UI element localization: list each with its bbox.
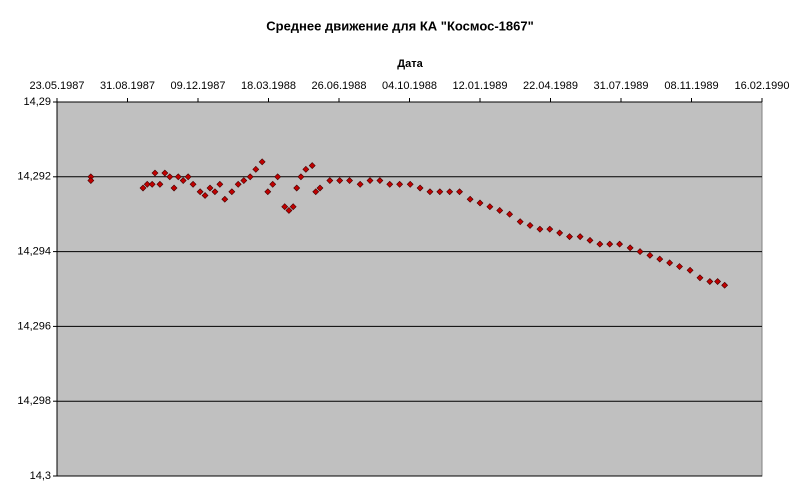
y-tick-label: 14,29 bbox=[23, 96, 51, 108]
data-point bbox=[676, 263, 683, 270]
data-point bbox=[274, 173, 282, 181]
data-point bbox=[216, 180, 224, 188]
x-tick-label: 31.08.1987 bbox=[100, 80, 155, 92]
data-point bbox=[386, 180, 394, 188]
data-point bbox=[289, 203, 297, 211]
y-tick-label: 14,298 bbox=[17, 395, 51, 407]
data-point bbox=[406, 180, 414, 188]
y-tick-label: 14,292 bbox=[17, 171, 51, 183]
data-point bbox=[156, 180, 164, 188]
x-tick-label: 04.10.1988 bbox=[382, 80, 437, 92]
data-point bbox=[476, 199, 484, 207]
data-point bbox=[189, 180, 197, 188]
data-point bbox=[206, 184, 214, 192]
data-point bbox=[269, 180, 277, 188]
data-point bbox=[252, 165, 260, 173]
data-point bbox=[166, 173, 174, 181]
data-point bbox=[211, 188, 219, 196]
data-point bbox=[566, 233, 573, 241]
data-point bbox=[258, 158, 266, 166]
x-tick-label: 23.05.1987 bbox=[29, 80, 84, 92]
data-point bbox=[366, 177, 374, 184]
data-point bbox=[240, 177, 248, 184]
data-point bbox=[436, 188, 444, 196]
data-point bbox=[161, 169, 169, 177]
data-point bbox=[646, 251, 654, 259]
data-point bbox=[87, 177, 95, 184]
data-point bbox=[546, 225, 554, 233]
data-point bbox=[636, 248, 644, 256]
x-tick-label: 16.02.1990 bbox=[734, 80, 789, 92]
data-point bbox=[446, 188, 454, 196]
data-point bbox=[586, 236, 594, 244]
data-point bbox=[139, 184, 147, 192]
data-point bbox=[666, 259, 674, 267]
data-point bbox=[416, 184, 424, 192]
data-point bbox=[576, 233, 584, 241]
data-point bbox=[285, 207, 293, 214]
data-point bbox=[326, 177, 334, 184]
data-point bbox=[516, 218, 524, 226]
data-point bbox=[506, 210, 514, 218]
y-tick-label: 14,3 bbox=[30, 470, 51, 482]
x-tick-label: 26.06.1988 bbox=[311, 80, 366, 92]
data-point bbox=[297, 173, 305, 181]
data-point bbox=[302, 165, 310, 173]
data-point bbox=[486, 203, 494, 211]
x-axis-label: Дата bbox=[397, 58, 423, 70]
data-point bbox=[151, 169, 159, 177]
data-point bbox=[281, 203, 289, 211]
x-tick-label: 18.03.1988 bbox=[241, 80, 296, 92]
data-point bbox=[456, 188, 463, 196]
data-point bbox=[606, 240, 614, 248]
data-point bbox=[356, 180, 364, 188]
data-point bbox=[376, 177, 384, 184]
data-point bbox=[308, 162, 316, 170]
data-point bbox=[626, 244, 634, 252]
data-point bbox=[184, 173, 192, 181]
data-point bbox=[264, 188, 272, 196]
data-point bbox=[556, 229, 564, 237]
data-point bbox=[721, 281, 729, 289]
data-point bbox=[336, 177, 344, 184]
data-point bbox=[143, 180, 151, 188]
data-point bbox=[174, 173, 182, 181]
x-tick-label: 08.11.1989 bbox=[664, 80, 718, 92]
data-point bbox=[596, 240, 604, 248]
data-point bbox=[706, 278, 714, 285]
data-point bbox=[246, 173, 254, 181]
data-point bbox=[616, 240, 624, 248]
y-tick-label: 14,296 bbox=[17, 320, 51, 332]
data-point bbox=[148, 180, 156, 188]
data-point bbox=[526, 221, 534, 229]
data-point bbox=[496, 207, 504, 214]
data-point bbox=[656, 255, 664, 263]
x-tick-label: 31.07.1989 bbox=[593, 80, 648, 92]
data-point bbox=[426, 188, 434, 196]
y-tick-label: 14,294 bbox=[17, 246, 51, 258]
data-point bbox=[696, 274, 704, 282]
chart-title: Среднее движение для КА "Космос-1867" bbox=[266, 18, 534, 33]
x-tick-label: 22.04.1989 bbox=[523, 80, 578, 92]
data-point bbox=[396, 180, 404, 188]
data-point bbox=[466, 195, 474, 203]
x-tick-label: 09.12.1987 bbox=[170, 80, 225, 92]
data-point bbox=[196, 188, 204, 196]
data-point bbox=[234, 180, 242, 188]
data-point bbox=[312, 188, 320, 196]
data-point bbox=[170, 184, 178, 192]
data-point bbox=[293, 184, 301, 192]
data-point bbox=[179, 177, 187, 184]
data-point bbox=[228, 188, 236, 196]
data-point bbox=[316, 184, 324, 192]
plot-area bbox=[56, 101, 763, 477]
x-tick-label: 12.01.1989 bbox=[452, 80, 507, 92]
data-point bbox=[346, 177, 353, 184]
data-point bbox=[201, 192, 209, 199]
data-point bbox=[221, 195, 229, 203]
data-point bbox=[536, 225, 544, 233]
data-point bbox=[686, 266, 694, 274]
data-point bbox=[714, 278, 722, 285]
